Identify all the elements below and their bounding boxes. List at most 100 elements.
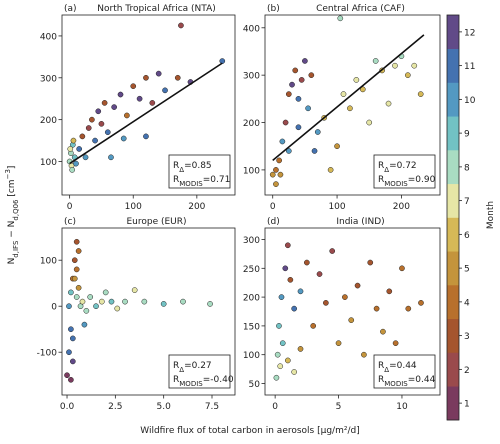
text-part: Δ xyxy=(179,366,184,374)
colorbar-segment xyxy=(447,183,459,218)
data-point xyxy=(69,335,76,342)
data-point xyxy=(149,100,156,106)
panel-label: (a) xyxy=(64,4,77,14)
data-point xyxy=(297,346,304,352)
data-point xyxy=(278,294,285,300)
plot-frame xyxy=(61,14,236,196)
y-tick-label: 300 xyxy=(243,72,260,82)
data-point xyxy=(308,72,315,79)
data-point xyxy=(372,58,379,64)
y-tick-label: 100 xyxy=(40,158,57,168)
data-point xyxy=(117,91,124,98)
data-point xyxy=(298,77,305,83)
data-point xyxy=(287,276,294,283)
x-tick-label: 5 xyxy=(336,402,342,412)
panel-title: India (IND) xyxy=(336,217,384,227)
data-point xyxy=(207,301,213,307)
data-point xyxy=(277,171,284,178)
data-point xyxy=(122,298,128,305)
data-point xyxy=(354,282,361,289)
data-point xyxy=(89,116,95,123)
x-tick-label: 7.5 xyxy=(205,402,219,412)
y-tick-label: -100 xyxy=(37,349,58,359)
data-point xyxy=(291,305,298,312)
text-part: Δ xyxy=(384,166,389,174)
data-point xyxy=(102,289,109,296)
y-tick-label: 0 xyxy=(51,303,57,313)
stats-box xyxy=(373,154,436,189)
colorbar-tick-label: 5 xyxy=(464,265,470,275)
y-tick-label: 400 xyxy=(40,32,57,42)
stats-text: RMODIS=0.90 xyxy=(378,175,436,188)
x-tick-label: 100 xyxy=(125,202,142,212)
data-point xyxy=(404,72,411,79)
text-part: =0.85 xyxy=(184,161,212,171)
data-point xyxy=(120,135,127,142)
data-point xyxy=(337,15,344,22)
colorbar-segment xyxy=(447,150,459,185)
data-point xyxy=(108,154,114,161)
text-part: =0.71 xyxy=(203,175,231,185)
data-point xyxy=(108,298,115,305)
text-part: R xyxy=(173,161,179,171)
data-point xyxy=(411,62,418,69)
text-part: MODIS xyxy=(384,180,408,188)
data-point xyxy=(174,74,181,81)
x-tick-label: 5.0 xyxy=(157,402,172,412)
colorbar-segment xyxy=(447,251,459,286)
data-point xyxy=(295,95,302,102)
data-point xyxy=(87,294,94,300)
data-point xyxy=(85,125,92,131)
x-tick-label: 0 xyxy=(272,402,278,412)
y-tick-label: 300 xyxy=(40,74,57,84)
colorbar-segment xyxy=(447,217,459,252)
text-part: MODIS xyxy=(384,380,408,388)
colorbar-tick-label: 2 xyxy=(464,366,470,376)
colorbar-tick-label: 3 xyxy=(464,332,470,342)
data-point xyxy=(310,323,317,329)
colorbar-tick-label: 11 xyxy=(464,62,475,72)
panel-label: (d) xyxy=(267,217,280,227)
data-point xyxy=(335,340,342,347)
data-point xyxy=(340,91,347,97)
stats-box xyxy=(168,354,231,389)
data-point xyxy=(392,340,399,347)
data-point xyxy=(273,167,279,173)
data-point xyxy=(366,119,373,126)
data-point xyxy=(418,300,424,306)
x-tick-label: 0 xyxy=(67,202,73,212)
x-tick-label: 0 xyxy=(270,202,276,212)
data-point xyxy=(279,138,286,145)
x-tick-label: 200 xyxy=(188,202,205,212)
stats-text: RMODIS=0.44 xyxy=(378,375,436,388)
data-point xyxy=(285,91,292,97)
text-part: =-0.40 xyxy=(203,375,234,385)
data-point xyxy=(114,305,121,312)
data-point xyxy=(361,351,367,358)
data-point xyxy=(98,298,105,305)
colorbar-tick-label: 10 xyxy=(464,96,476,106)
data-point xyxy=(282,119,289,126)
data-point xyxy=(79,298,86,305)
data-point xyxy=(282,265,289,272)
data-point xyxy=(70,137,77,144)
text-part: R xyxy=(378,375,384,385)
data-point xyxy=(75,248,82,254)
data-point xyxy=(76,146,83,152)
data-point xyxy=(92,137,98,144)
data-point xyxy=(143,74,149,81)
text-part: − N xyxy=(7,221,17,241)
data-point xyxy=(291,369,298,375)
data-point xyxy=(71,275,78,282)
text-part: R xyxy=(173,375,179,385)
colorbar-label: Month xyxy=(486,201,496,229)
data-point xyxy=(73,266,80,273)
text-part: [cm xyxy=(7,179,17,199)
data-point xyxy=(111,104,118,110)
data-point xyxy=(302,58,308,64)
data-point xyxy=(276,157,283,164)
text-part: Δ xyxy=(384,366,389,374)
colorbar-segment xyxy=(447,285,459,320)
text-part: Δ xyxy=(179,166,184,174)
data-point xyxy=(323,300,329,306)
